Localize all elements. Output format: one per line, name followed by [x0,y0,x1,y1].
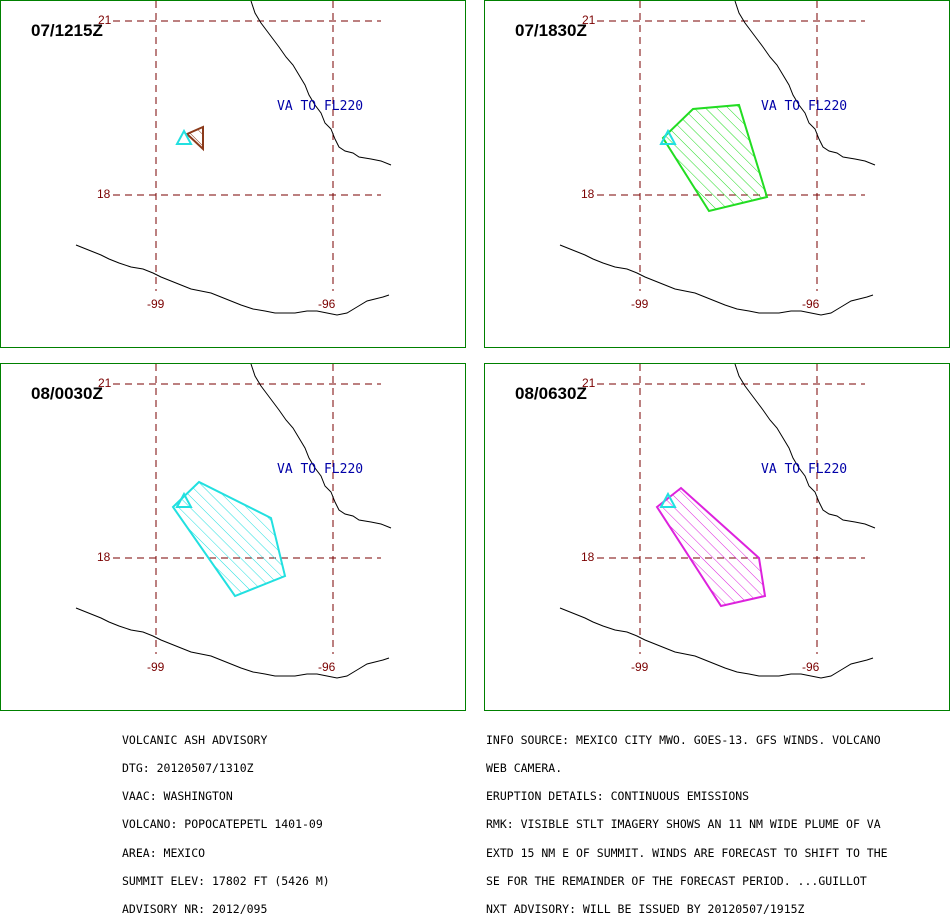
lat-21-label: 21 [98,376,112,390]
lat-21-label: 21 [582,13,596,27]
va-level-label: VA TO FL220 [761,462,848,477]
advisory-line: WEB CAMERA. [486,761,563,776]
lat-21-label: 21 [98,13,112,27]
coastline-gulf [250,1,392,166]
lat-18-label: 18 [97,187,111,201]
map-canvas [559,1,876,316]
ash-cloud-obs [185,125,204,152]
lon-99-label: -99 [631,660,649,674]
advisory-header-text: VOLCANIC ASH ADVISORY DTG: 20120507/1310… [122,717,330,924]
volcano-triangle-icon [659,491,677,508]
advisory-line: DTG: 20120507/1310Z [122,761,254,776]
lon-96-label: -96 [318,660,336,674]
map-canvas [75,1,392,316]
advisory-line: SE FOR THE REMAINDER OF THE FORECAST PER… [486,873,867,888]
lon-96-label: -96 [802,297,820,311]
coastline-pacific [75,244,390,316]
coastline-gulf [734,364,876,529]
advisory-line: NXT ADVISORY: WILL BE ISSUED BY 20120507… [486,902,805,917]
advisory-line: VAAC: WASHINGTON [122,789,233,804]
advisory-line: SUMMIT ELEV: 17802 FT (5426 M) [122,873,330,888]
panel-time: 07/1215Z [31,21,103,40]
volcano-triangle-icon [175,128,193,145]
advisory-line: ADVISORY NR: 2012/095 [122,902,268,917]
forecast-panel-3: 08/0030Z VA TO FL220 21 18 -99 -96 [0,363,466,711]
lon-99-label: -99 [631,297,649,311]
advisory-line: VOLCANIC ASH ADVISORY [122,732,268,747]
va-level-label: VA TO FL220 [761,99,848,114]
lon-96-label: -96 [318,297,336,311]
map-canvas [75,364,392,679]
advisory-line: INFO SOURCE: MEXICO CITY MWO. GOES-13. G… [486,732,881,747]
panel-time: 08/0630Z [515,384,587,403]
lat-18-label: 18 [97,550,111,564]
panel-time: 07/1830Z [515,21,587,40]
ash-cloud-fcst-6h [661,103,769,213]
va-level-label: VA TO FL220 [277,99,364,114]
coastline-pacific [559,607,874,679]
volcano-triangle-icon [659,128,677,145]
lon-99-label: -99 [147,660,165,674]
advisory-remarks-text: INFO SOURCE: MEXICO CITY MWO. GOES-13. G… [486,717,888,924]
lat-21-label: 21 [582,376,596,390]
advisory-line: ERUPTION DETAILS: CONTINUOUS EMISSIONS [486,789,750,804]
advisory-line: AREA: MEXICO [122,845,206,860]
advisory-line: RMK: VISIBLE STLT IMAGERY SHOWS AN 11 NM… [486,817,881,832]
volcano-triangle-icon [175,491,193,508]
lat-18-label: 18 [581,550,595,564]
ash-cloud-fcst-12h [171,480,287,598]
map-canvas [559,364,876,679]
lon-96-label: -96 [802,660,820,674]
coastline-pacific [559,244,874,316]
forecast-panel-4: 08/0630Z VA TO FL220 21 18 -99 -96 [484,363,950,711]
ash-cloud-fcst-18h [655,486,767,608]
panel-time: 08/0030Z [31,384,103,403]
coastline-gulf [250,364,392,529]
va-level-label: VA TO FL220 [277,462,364,477]
lon-99-label: -99 [147,297,165,311]
forecast-panel-1: 07/1215Z VA TO FL220 21 18 -99 -96 [0,0,466,348]
advisory-line: VOLCANO: POPOCATEPETL 1401-09 [122,817,323,832]
lat-18-label: 18 [581,187,595,201]
coastline-gulf [734,1,876,166]
forecast-panel-2: 07/1830Z VA TO FL220 21 18 -99 -96 [484,0,950,348]
advisory-line: EXTD 15 NM E OF SUMMIT. WINDS ARE FORECA… [486,845,888,860]
coastline-pacific [75,607,390,679]
